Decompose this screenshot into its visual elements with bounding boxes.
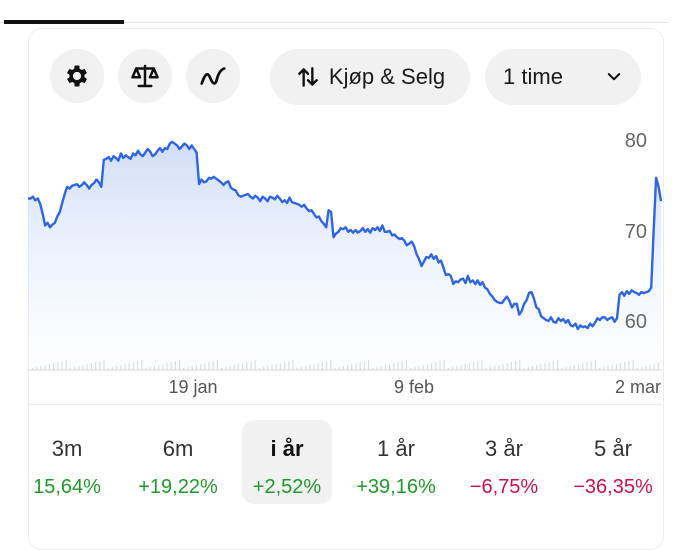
x-tick-label: 19 jan [168,377,217,397]
y-tick-label: 60 [625,311,647,333]
period-1y[interactable]: 1 år +39,16% [351,420,441,504]
active-tab-indicator [4,20,124,24]
compare-button[interactable] [118,49,172,103]
trade-button[interactable]: Kjøp & Selg [270,49,470,105]
period-label: 1 år [377,436,415,461]
settings-button[interactable] [50,49,104,103]
chevron-down-icon [607,73,621,81]
section-divider [28,404,662,405]
price-chart-svg: 80 70 60 19 jan 9 feb 2 mar [28,130,663,397]
period-change: +39,16% [356,476,436,498]
period-label: i år [270,436,304,461]
y-tick-label: 70 [625,221,647,243]
swap-vertical-icon [298,67,318,87]
x-tick-label: 9 feb [394,377,434,397]
period-label: 5 år [594,436,632,461]
period-3m[interactable]: 3m 15,64% [22,420,112,504]
y-tick-label: 80 [625,130,647,152]
period-5y[interactable]: 5 år −36,35% [568,420,658,504]
period-change: −6,75% [469,476,539,498]
price-chart[interactable]: 80 70 60 19 jan 9 feb 2 mar [28,120,668,400]
period-label: 3m [51,436,83,461]
scale-icon [131,64,159,88]
trade-label: Kjøp & Selg [328,64,446,89]
tab-bar-divider [0,22,668,23]
gear-icon [66,65,88,87]
x-tick-label: 2 mar [615,377,661,397]
period-selector: 3m 15,64% 6m +19,22% i år +2,52% 1 år +3… [28,418,662,508]
period-change: −36,35% [573,476,653,498]
period-3y[interactable]: 3 år −6,75% [459,420,549,504]
chart-toolbar: Kjøp & Selg 1 time [50,49,650,105]
period-ytd[interactable]: i år +2,52% [242,420,332,504]
interval-label: 1 time [503,64,563,89]
indicator-button[interactable] [186,49,240,103]
period-6m[interactable]: 6m +19,22% [133,420,223,504]
price-area [28,141,661,370]
interval-select[interactable]: 1 time [485,49,641,105]
trend-line-icon [200,67,226,85]
period-label: 3 år [485,436,523,461]
period-label: 6m [162,436,194,461]
price-line [28,140,663,331]
period-change: +2,52% [252,476,322,498]
period-change: +19,22% [138,476,218,498]
period-change: 15,64% [33,476,101,498]
